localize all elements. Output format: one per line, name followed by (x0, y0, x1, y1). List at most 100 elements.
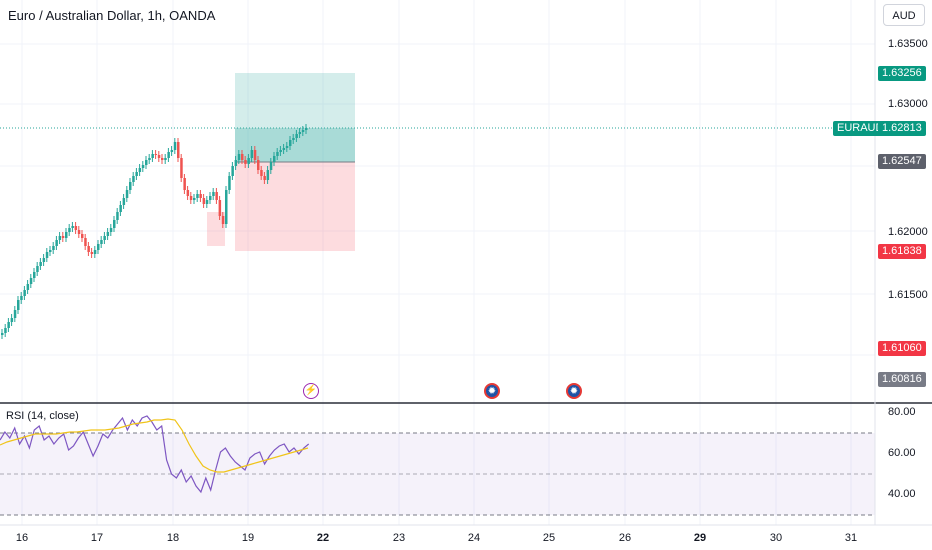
candle-body (257, 160, 260, 170)
candle-body (129, 182, 132, 190)
candle-body (269, 162, 273, 170)
date-label: 30 (769, 532, 783, 544)
current-price-tag[interactable]: 1.62813 (878, 121, 926, 136)
date-label: 18 (166, 532, 180, 544)
candle-body (36, 266, 39, 272)
candle-body (84, 238, 87, 246)
candle-body (285, 146, 289, 148)
candle-body (292, 138, 295, 140)
grid (0, 0, 875, 525)
candle-body (161, 158, 164, 160)
low-red-price-tag[interactable]: 1.61060 (878, 341, 926, 356)
symbol-tag[interactable]: EURAUD (833, 121, 888, 136)
candle-body (138, 168, 142, 172)
candle-body (199, 194, 202, 198)
candle-body (10, 318, 14, 322)
candle-body (13, 310, 17, 318)
low-gray-price-tag[interactable]: 1.60816 (878, 372, 926, 387)
stop-zone[interactable] (235, 162, 355, 251)
entry-price-tag[interactable]: 1.62547 (878, 154, 926, 169)
globe-icon[interactable]: ✹ (566, 383, 582, 399)
rsi-level-label-40: 40.00 (888, 488, 916, 500)
candle-body (26, 284, 30, 290)
candle-body (1, 333, 4, 335)
candle-body (234, 160, 238, 166)
candle-body (282, 148, 286, 150)
candle-body (61, 236, 65, 238)
candle-body (90, 252, 94, 254)
candle-body (305, 128, 308, 130)
rsi-label[interactable]: RSI (14, close) (6, 410, 79, 422)
candle-body (167, 152, 170, 158)
candle-body (173, 142, 177, 150)
candle-body (154, 154, 158, 155)
candle-body (228, 176, 231, 190)
candle-body (74, 226, 78, 230)
candle-body (186, 190, 190, 196)
candle-body (247, 158, 250, 164)
currency-button[interactable]: AUD (883, 4, 925, 26)
candle-body (87, 246, 90, 252)
candle-body (55, 240, 58, 246)
candle-body (33, 272, 36, 278)
candle-body (177, 142, 180, 158)
candle-body (7, 322, 10, 328)
date-label: 17 (90, 532, 104, 544)
candle-body (39, 262, 42, 266)
candle-body (58, 236, 62, 240)
candle-body (298, 132, 302, 134)
candle-body (122, 198, 126, 205)
candle-body (231, 166, 234, 176)
candle-body (263, 176, 266, 180)
target-price-tag[interactable]: 1.63256 (878, 66, 926, 81)
candle-body (157, 155, 161, 158)
rsi-level-label-80: 80.00 (888, 406, 916, 418)
candle-body (209, 196, 212, 200)
candle-body (106, 232, 110, 236)
date-label: 16 (15, 532, 29, 544)
candle-body (49, 250, 52, 252)
candle-body (212, 192, 215, 196)
rsi-level-label-60: 60.00 (888, 447, 916, 459)
lightning-icon[interactable]: ⚡ (303, 383, 319, 399)
candle-body (100, 240, 103, 244)
candle-body (125, 190, 129, 198)
candle-body (113, 220, 116, 228)
date-label: 23 (392, 532, 406, 544)
date-label: 22 (316, 532, 330, 544)
candle-body (170, 150, 174, 152)
candle-body (276, 152, 279, 156)
globe-icon[interactable]: ✹ (484, 383, 500, 399)
candle-body (141, 165, 145, 168)
candle-body (189, 196, 193, 200)
chart-title[interactable]: Euro / Australian Dollar, 1h, OANDA (8, 8, 216, 23)
candle-body (52, 246, 55, 250)
candle-body (250, 150, 254, 158)
candle-body (116, 212, 119, 220)
candle-body (164, 158, 167, 160)
candle-body (241, 154, 244, 160)
candle-body (196, 194, 199, 198)
candle-body (295, 134, 298, 138)
candle-body (109, 228, 113, 232)
highlight-box[interactable] (207, 212, 225, 246)
candle-body (253, 150, 257, 160)
date-label: 26 (618, 532, 632, 544)
candle-body (180, 158, 183, 178)
candle-body (244, 160, 247, 164)
candle-body (289, 140, 292, 146)
candle-body (279, 150, 282, 152)
date-label: 24 (467, 532, 481, 544)
candle-body (151, 154, 154, 158)
date-label: 19 (241, 532, 255, 544)
stop-price-tag[interactable]: 1.61838 (878, 244, 926, 259)
date-label: 29 (693, 532, 707, 544)
candle-body (301, 130, 305, 132)
candle-body (23, 290, 26, 296)
price-label-163000: 1.63000 (888, 98, 928, 110)
candle-body (215, 192, 218, 200)
candle-body (205, 200, 209, 204)
candle-body (77, 230, 81, 234)
